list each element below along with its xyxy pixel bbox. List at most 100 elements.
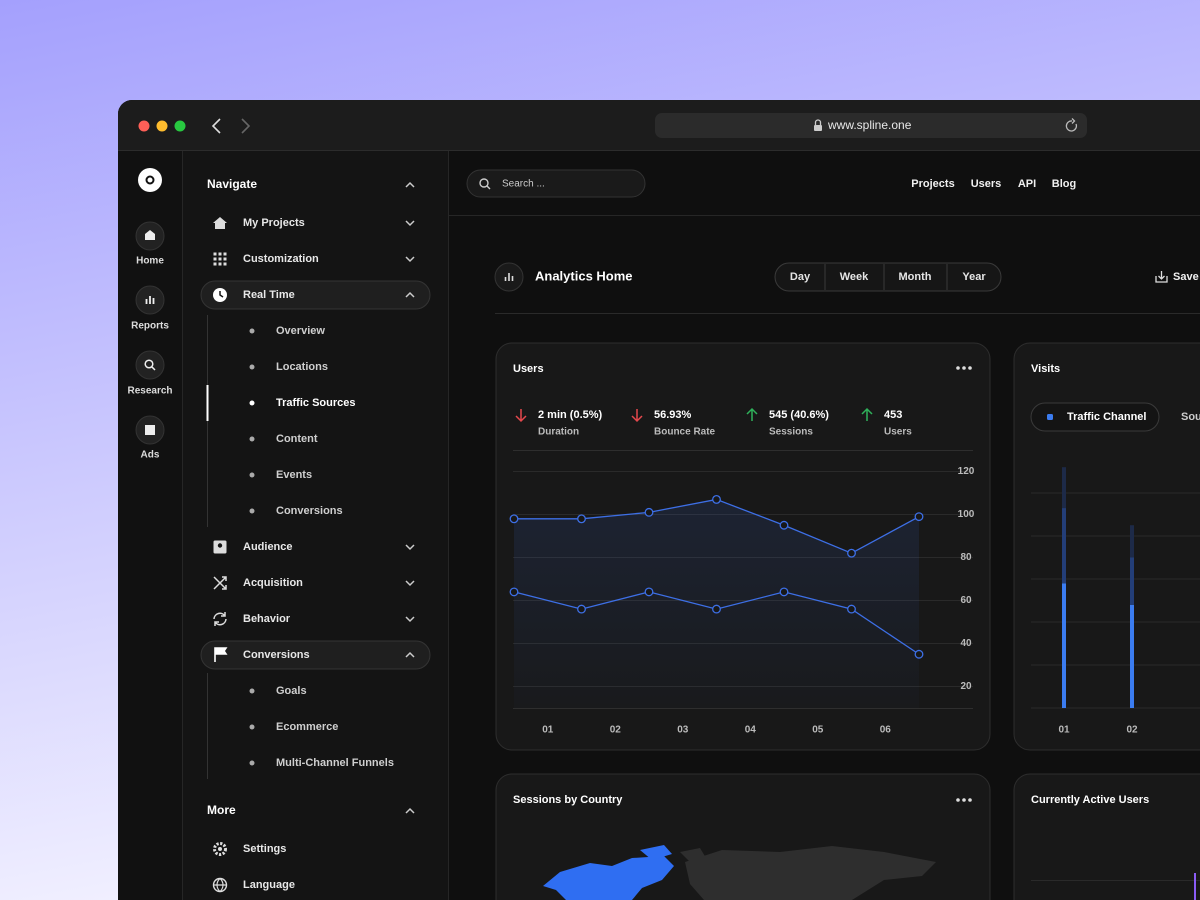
sub-nav-item[interactable]: Traffic Sources [276, 397, 355, 409]
more-button[interactable] [956, 798, 960, 802]
expand-chevron[interactable] [405, 544, 415, 551]
rail-label[interactable]: Reports [131, 321, 169, 332]
trend-down-arrow [515, 409, 527, 423]
expand-chevron[interactable] [405, 580, 415, 587]
sub-nav-item[interactable]: Goals [276, 685, 307, 697]
bullet [249, 760, 255, 766]
sub-nav-item[interactable]: Multi-Channel Funnels [276, 757, 394, 769]
sub-nav-item[interactable]: Ecommerce [276, 721, 338, 733]
browser-window: www.spline.one Home Reports Research Ads Navi… [118, 100, 1200, 900]
nav-icon [214, 647, 228, 662]
rail-glyph [144, 359, 154, 369]
period-option[interactable]: Year [962, 271, 986, 283]
trend-up-arrow [861, 407, 873, 421]
nav-item[interactable]: Settings [243, 843, 286, 855]
expand-chevron[interactable] [405, 220, 415, 227]
trend-down-arrow [631, 409, 643, 423]
window-control[interactable] [174, 120, 186, 132]
back-button[interactable] [211, 118, 221, 134]
nav-item[interactable]: Behavior [243, 613, 291, 625]
point [779, 520, 789, 530]
bar-segment [1062, 467, 1066, 509]
sub-nav-item[interactable]: Locations [276, 361, 328, 373]
y-tick-label: 20 [960, 681, 972, 692]
top-link[interactable]: API [1018, 178, 1036, 190]
bar-segment [1062, 508, 1066, 584]
point [577, 604, 586, 614]
bullet [249, 328, 255, 334]
stat-value: 453 [884, 409, 902, 421]
period-switch [774, 262, 1002, 292]
rail-label[interactable]: Ads [141, 450, 160, 461]
lock-shackle [814, 119, 822, 125]
sub-nav-item[interactable]: Events [276, 469, 312, 481]
x-tick-label: 06 [880, 725, 892, 736]
expand-chevron[interactable] [405, 256, 415, 263]
point [914, 512, 924, 522]
nav-item[interactable]: Conversions [243, 649, 310, 661]
header-icon-glyph [504, 273, 514, 281]
collapse-chevron[interactable] [405, 807, 415, 814]
nav-item[interactable]: Customization [243, 253, 319, 265]
more-button[interactable] [962, 798, 966, 802]
tab[interactable]: Traffic Channel [1067, 411, 1146, 423]
collapse-chevron[interactable] [405, 181, 415, 188]
point [509, 514, 519, 524]
nav-item[interactable]: Language [243, 879, 295, 891]
forward-button[interactable] [241, 118, 251, 134]
save-button[interactable]: Save [1173, 271, 1199, 283]
top-link[interactable]: Blog [1052, 178, 1076, 190]
y-tick-label: 120 [958, 466, 975, 477]
sub-nav-item[interactable]: Content [276, 433, 318, 445]
reload-icon[interactable] [1065, 118, 1078, 132]
top-link[interactable]: Users [971, 178, 1002, 190]
rail-glyph [145, 230, 155, 240]
rail-label[interactable]: Home [136, 256, 164, 267]
nav-icon [213, 576, 227, 590]
tab[interactable]: Sou [1181, 411, 1200, 423]
point [644, 587, 654, 597]
tab-dot [1047, 414, 1053, 420]
nav-icon [223, 262, 227, 266]
top-link[interactable]: Projects [911, 178, 954, 190]
bar-chart: 01 02 [1031, 467, 1200, 736]
nav-icon [218, 262, 222, 266]
sub-nav-item[interactable]: Conversions [276, 505, 343, 517]
nav-item[interactable]: Acquisition [243, 577, 303, 589]
expand-chevron[interactable] [405, 616, 415, 623]
more-button[interactable] [962, 366, 966, 370]
nav-icon [213, 878, 227, 893]
period-option[interactable]: Day [790, 271, 811, 283]
window-control[interactable] [138, 120, 150, 132]
nav-icon [217, 543, 223, 548]
nav-icon [213, 262, 217, 266]
more-button[interactable] [968, 798, 972, 802]
collapse-chevron[interactable] [405, 651, 415, 658]
rail-icon-bg[interactable] [135, 350, 165, 380]
trend-up-arrow [746, 407, 758, 421]
url-text: www.spline.one [827, 118, 912, 132]
nav-item[interactable]: My Projects [243, 217, 305, 229]
point [644, 507, 654, 517]
point [577, 514, 586, 524]
tab-active[interactable] [1030, 402, 1160, 432]
rail-glyph [145, 425, 155, 435]
window-control[interactable] [156, 120, 168, 132]
nav-item[interactable]: Audience [243, 541, 293, 553]
period-option[interactable]: Week [840, 271, 869, 283]
search-box[interactable] [466, 169, 646, 198]
rail-label[interactable]: Research [127, 386, 172, 397]
period-option[interactable]: Month [899, 271, 932, 283]
more-button[interactable] [968, 366, 972, 370]
nav-item[interactable]: Real Time [243, 289, 295, 301]
stat-label: Users [884, 427, 912, 438]
collapse-chevron[interactable] [405, 291, 415, 298]
card-title: Sessions by Country [513, 794, 623, 806]
area [514, 499, 919, 708]
more-button[interactable] [956, 366, 960, 370]
section-heading: More [207, 803, 236, 817]
nav-icon [218, 847, 222, 851]
url-bar[interactable] [655, 113, 1087, 138]
sub-nav-item[interactable]: Overview [276, 325, 325, 337]
